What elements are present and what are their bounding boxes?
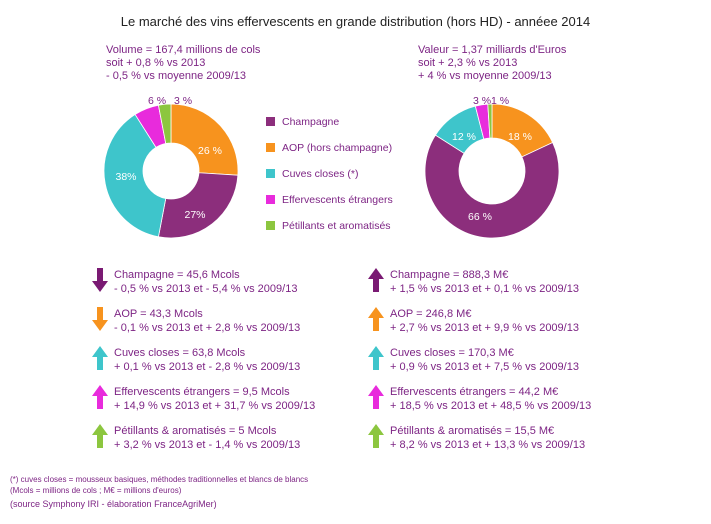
slice-petillants [487,103,493,139]
volume-donut: 26 % 27% 38% 6 % 3 % [103,95,239,239]
volume-summary: Volume = 167,4 millions de cols soit + 0… [106,44,261,82]
footnote-source: (source Symphony IRI - élaboration Franc… [10,499,217,509]
slice-cuves_closes [103,113,167,238]
slice-label-petillants: 3 % [174,95,192,107]
slice-label-cuves_closes: 12 % [452,131,476,143]
arrow-up-icon [368,346,384,370]
valeur-donut: 18 % 66 % 12 % 3 % 1 % [424,95,560,239]
footnote-units: (Mcols = millions de cols ; M€ = million… [10,486,182,495]
legend-item-cuves-closes: Cuves closes (*) [266,168,358,180]
arrow-down-icon [92,307,108,331]
slice-label-cuves_closes: 38% [115,171,136,183]
arrow-up-icon [368,268,384,292]
legend-item-etrangers: Effervescents étrangers [266,194,393,206]
legend-swatch-petillants [266,221,275,230]
legend-swatch-champagne [266,117,275,126]
arrow-up-icon [92,385,108,409]
arrow-down-icon [92,268,108,292]
slice-label-champagne: 66 % [468,211,492,223]
arrow-up-icon [368,385,384,409]
legend-item-champagne: Champagne [266,116,339,128]
donut-charts: 26 %27%38%6 % 3 % 18 %66 %12 %3 % 1 % [103,95,560,239]
slice-label-aop: 18 % [508,131,532,143]
legend-swatch-aop [266,143,275,152]
slice-petillants [157,103,172,144]
arrow-up-icon [368,307,384,331]
slice-label-champagne: 27% [184,209,205,221]
legend-swatch-cuves-closes [266,169,275,178]
legend-item-aop: AOP (hors champagne) [266,142,392,154]
slice-aop [170,103,239,176]
slice-label-aop: 26 % [198,145,222,157]
arrow-up-icon [92,346,108,370]
footnote-cuves-closes: (*) cuves closes = mousseux basiques, mé… [10,475,309,484]
legend-item-petillants: Pétillants et aromatisés [266,220,391,232]
slice-label-petillants: 1 % [491,95,509,107]
arrow-up-icon [368,424,384,448]
arrow-up-icon [92,424,108,448]
slice-champagne [424,134,560,239]
legend-swatch-etrangers [266,195,275,204]
slice-label-etrangers: 6 % [148,95,166,107]
slice-label-etrangers: 3 % [473,95,491,107]
slice-champagne [157,172,239,239]
valeur-summary: Valeur = 1,37 milliards d'Euros soit + 2… [418,44,567,82]
chart-title: Le marché des vins effervescents en gran… [120,14,591,29]
